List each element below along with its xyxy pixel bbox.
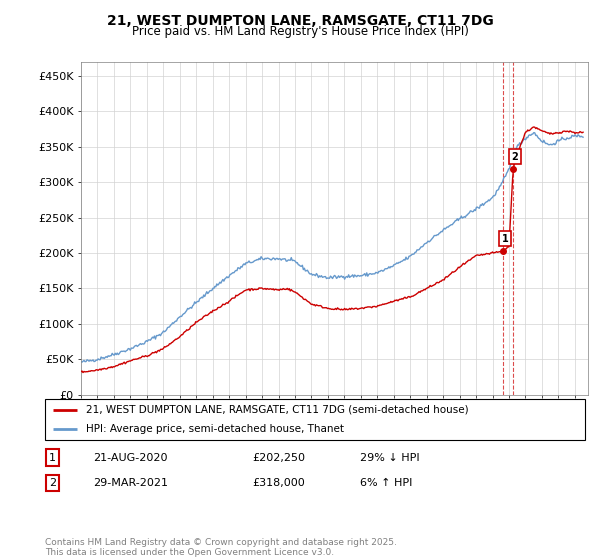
Text: 6% ↑ HPI: 6% ↑ HPI xyxy=(360,478,412,488)
Text: 1: 1 xyxy=(502,234,508,244)
Text: £202,250: £202,250 xyxy=(252,452,305,463)
Text: 1: 1 xyxy=(49,452,56,463)
Text: 2: 2 xyxy=(49,478,56,488)
Text: Contains HM Land Registry data © Crown copyright and database right 2025.
This d: Contains HM Land Registry data © Crown c… xyxy=(45,538,397,557)
Text: Price paid vs. HM Land Registry's House Price Index (HPI): Price paid vs. HM Land Registry's House … xyxy=(131,25,469,38)
Text: 21, WEST DUMPTON LANE, RAMSGATE, CT11 7DG (semi-detached house): 21, WEST DUMPTON LANE, RAMSGATE, CT11 7D… xyxy=(86,405,468,415)
Text: 2: 2 xyxy=(512,152,518,162)
Text: 29-MAR-2021: 29-MAR-2021 xyxy=(93,478,168,488)
Text: £318,000: £318,000 xyxy=(252,478,305,488)
Text: 21, WEST DUMPTON LANE, RAMSGATE, CT11 7DG: 21, WEST DUMPTON LANE, RAMSGATE, CT11 7D… xyxy=(107,14,493,28)
FancyBboxPatch shape xyxy=(45,399,585,440)
Text: HPI: Average price, semi-detached house, Thanet: HPI: Average price, semi-detached house,… xyxy=(86,423,343,433)
Text: 29% ↓ HPI: 29% ↓ HPI xyxy=(360,452,419,463)
Text: 21-AUG-2020: 21-AUG-2020 xyxy=(93,452,167,463)
